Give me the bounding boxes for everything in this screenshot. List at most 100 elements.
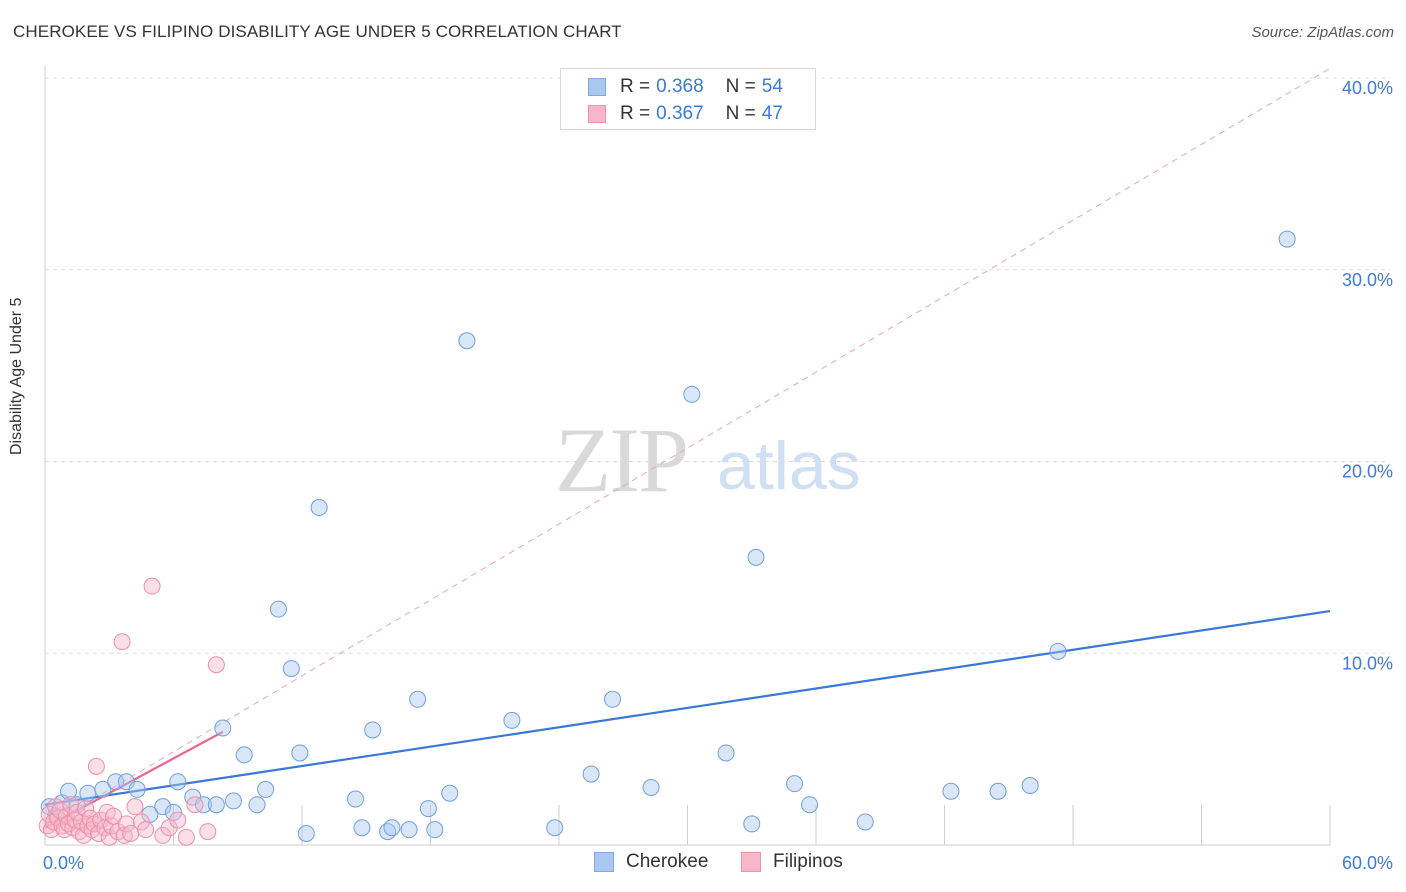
cherokee-point <box>353 819 371 837</box>
cherokee-point <box>1021 777 1039 795</box>
legend-row-cherokee: R = 0.368 N = 54 <box>561 74 783 100</box>
axes <box>44 66 1330 846</box>
cherokee-point <box>364 721 382 739</box>
y-tick-label: 30.0% <box>1342 270 1393 290</box>
cherokee-point <box>426 821 444 839</box>
series-legend: Cherokee Filipinos <box>0 851 1406 877</box>
cherokee-point <box>79 784 97 802</box>
correlation-legend: R = 0.368 N = 54 R = 0.367 N = 47 <box>560 68 816 130</box>
cherokee-point <box>419 800 437 818</box>
filipinos-swatch <box>741 852 761 872</box>
cherokee-point <box>717 744 735 762</box>
filipinos-point <box>137 821 155 839</box>
watermark-zip: ZIP <box>555 409 687 511</box>
filipinos-point <box>113 633 131 651</box>
cherokee-point <box>801 796 819 814</box>
cherokee-label: Cherokee <box>626 851 709 872</box>
filipinos-point <box>75 826 93 844</box>
filipinos-points <box>38 577 225 846</box>
r-label: R = <box>620 76 651 97</box>
cherokee-point <box>60 782 78 800</box>
x-tick-label: 60.0% <box>1342 853 1393 873</box>
cherokee-point <box>214 719 232 737</box>
cherokee-point <box>743 815 761 833</box>
cherokee-point <box>642 778 660 796</box>
cherokee-point <box>94 780 112 798</box>
y-tick-label: 10.0% <box>1342 653 1393 673</box>
cherokee-point <box>128 780 146 798</box>
cherokee-point <box>297 824 315 842</box>
tick-labels: 10.0% 20.0% 30.0% 40.0% 0.0% 60.0% <box>43 78 1393 873</box>
watermark: ZIP atlas <box>555 409 861 511</box>
gridlines <box>45 77 1390 845</box>
filipinos-point <box>117 815 135 833</box>
cherokee-point <box>942 782 960 800</box>
n-label: N = <box>725 103 756 124</box>
cherokee-point <box>458 332 476 350</box>
cherokee-point <box>207 796 225 814</box>
n-value: 47 <box>761 103 783 124</box>
filipinos-point <box>90 824 108 842</box>
y-tick-label: 20.0% <box>1342 462 1393 482</box>
filipinos-point <box>199 823 217 841</box>
n-label: N = <box>725 76 756 97</box>
cherokee-point <box>856 813 874 831</box>
trend-lines <box>44 67 1331 829</box>
cherokee-point <box>269 600 287 618</box>
chart-title: CHEROKEE VS FILIPINO DISABILITY AGE UNDE… <box>13 22 622 41</box>
r-value: 0.368 <box>656 76 704 97</box>
cherokee-swatch <box>588 78 606 96</box>
cherokee-point <box>235 746 253 764</box>
cherokee-trend-line <box>44 609 1331 806</box>
filipinos-point <box>143 577 161 595</box>
filipinos-point <box>87 757 105 775</box>
filipinos-point <box>126 798 144 816</box>
cherokee-point <box>441 784 459 802</box>
cherokee-point <box>546 819 564 837</box>
cherokee-point <box>747 548 765 566</box>
x-tick-label: 0.0% <box>43 853 84 873</box>
cherokee-point <box>248 796 266 814</box>
cherokee-point <box>383 819 401 837</box>
r-value: 0.367 <box>656 103 704 124</box>
cherokee-point <box>409 690 427 708</box>
n-value: 54 <box>761 76 783 97</box>
cherokee-point <box>154 798 172 816</box>
source-label: Source: ZipAtlas.com <box>1251 24 1394 41</box>
r-label: R = <box>620 103 651 124</box>
filipinos-trend-extended <box>44 67 1331 829</box>
cherokee-point <box>989 782 1007 800</box>
cherokee-point <box>683 385 701 403</box>
filipinos-point <box>186 796 204 814</box>
legend-row-filipinos: R = 0.367 N = 47 <box>561 101 783 127</box>
cherokee-point <box>400 821 418 839</box>
cherokee-point <box>604 690 622 708</box>
cherokee-point <box>224 792 242 810</box>
filipinos-label: Filipinos <box>773 851 843 872</box>
cherokee-point <box>347 790 365 808</box>
cherokee-points <box>40 230 1296 842</box>
cherokee-point <box>257 780 275 798</box>
filipinos-point <box>177 828 195 846</box>
cherokee-point <box>282 660 300 678</box>
filipinos-point <box>207 656 225 674</box>
filipinos-point <box>132 813 150 831</box>
cherokee-point <box>503 711 521 729</box>
watermark-atlas: atlas <box>717 428 861 504</box>
cherokee-point <box>582 765 600 783</box>
cherokee-swatch <box>594 852 614 872</box>
y-axis-label: Disability Age Under 5 <box>8 297 25 455</box>
cherokee-point <box>169 773 187 791</box>
cherokee-point <box>291 744 309 762</box>
cherokee-point <box>1049 642 1067 660</box>
filipinos-point <box>169 811 187 829</box>
legend-item-cherokee: Cherokee <box>594 851 708 873</box>
cherokee-point <box>1278 230 1296 248</box>
filipinos-swatch <box>588 105 606 123</box>
cherokee-point <box>786 775 804 793</box>
legend-item-filipinos: Filipinos <box>741 851 843 873</box>
filipinos-point <box>77 800 95 818</box>
cherokee-point <box>194 796 212 814</box>
cherokee-point <box>310 499 328 517</box>
